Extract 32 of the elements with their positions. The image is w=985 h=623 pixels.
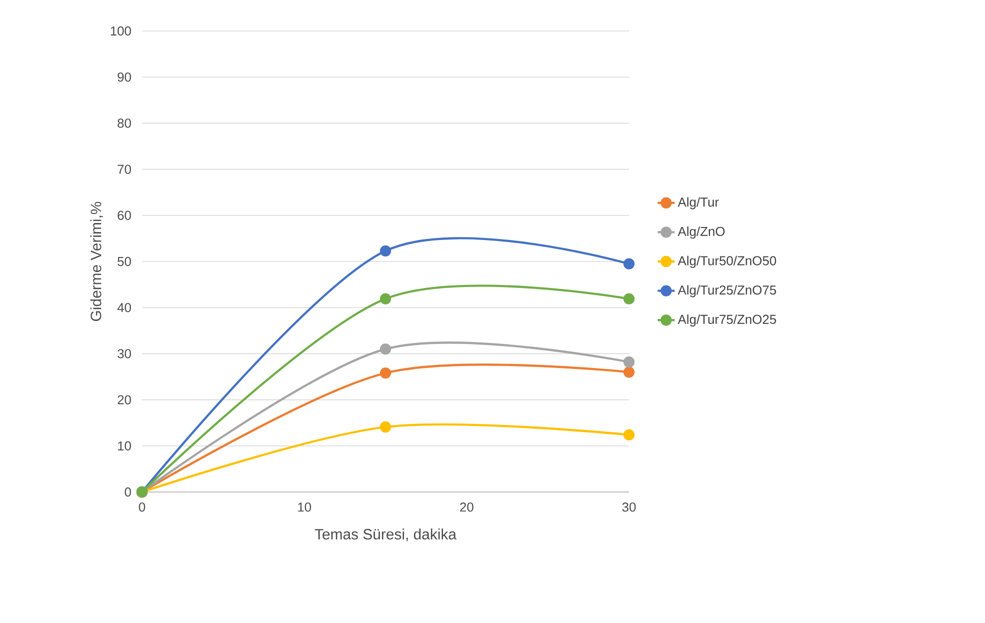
- y-tick-label: 20: [118, 395, 131, 404]
- y-tick-label: 70: [118, 164, 131, 174]
- y-tick-label: 30: [118, 349, 131, 358]
- x-axis-title: Temas Süresi, dakika: [314, 528, 456, 542]
- legend-label: Alg/ZnO: [678, 226, 725, 239]
- point: [380, 421, 392, 433]
- y-tick-label: 10: [118, 441, 131, 450]
- y-tick-label: 60: [118, 210, 131, 220]
- x-tick-label: 20: [460, 502, 474, 512]
- x-tick-label: 10: [298, 502, 312, 512]
- point: [623, 366, 635, 378]
- point: [623, 293, 635, 304]
- legend-label: Alg/Tur25/ZnO75: [678, 285, 776, 298]
- point: [623, 356, 635, 368]
- x-tick-label: 0: [138, 502, 146, 512]
- point: [380, 344, 392, 355]
- y-tick-label: 90: [118, 72, 131, 82]
- y-tick-label: 0: [124, 487, 131, 497]
- legend-label: Alg/Tur50/ZnO50: [678, 256, 776, 268]
- point: [623, 258, 635, 270]
- point: [380, 245, 392, 256]
- x-tick-label: 30: [622, 502, 636, 512]
- point: [380, 293, 392, 304]
- legend-label: Alg/Tur75/ZnO25: [678, 314, 776, 327]
- point: [380, 367, 392, 379]
- point: [623, 429, 635, 440]
- y-tick-label: 100: [110, 26, 131, 36]
- legend-label: Alg/Tur: [678, 197, 719, 210]
- y-axis-title: Giderme Verimi,%: [90, 202, 104, 321]
- y-tick-label: 80: [118, 118, 131, 128]
- y-tick-label: 50: [118, 256, 131, 266]
- y-tick-label: 40: [117, 303, 131, 312]
